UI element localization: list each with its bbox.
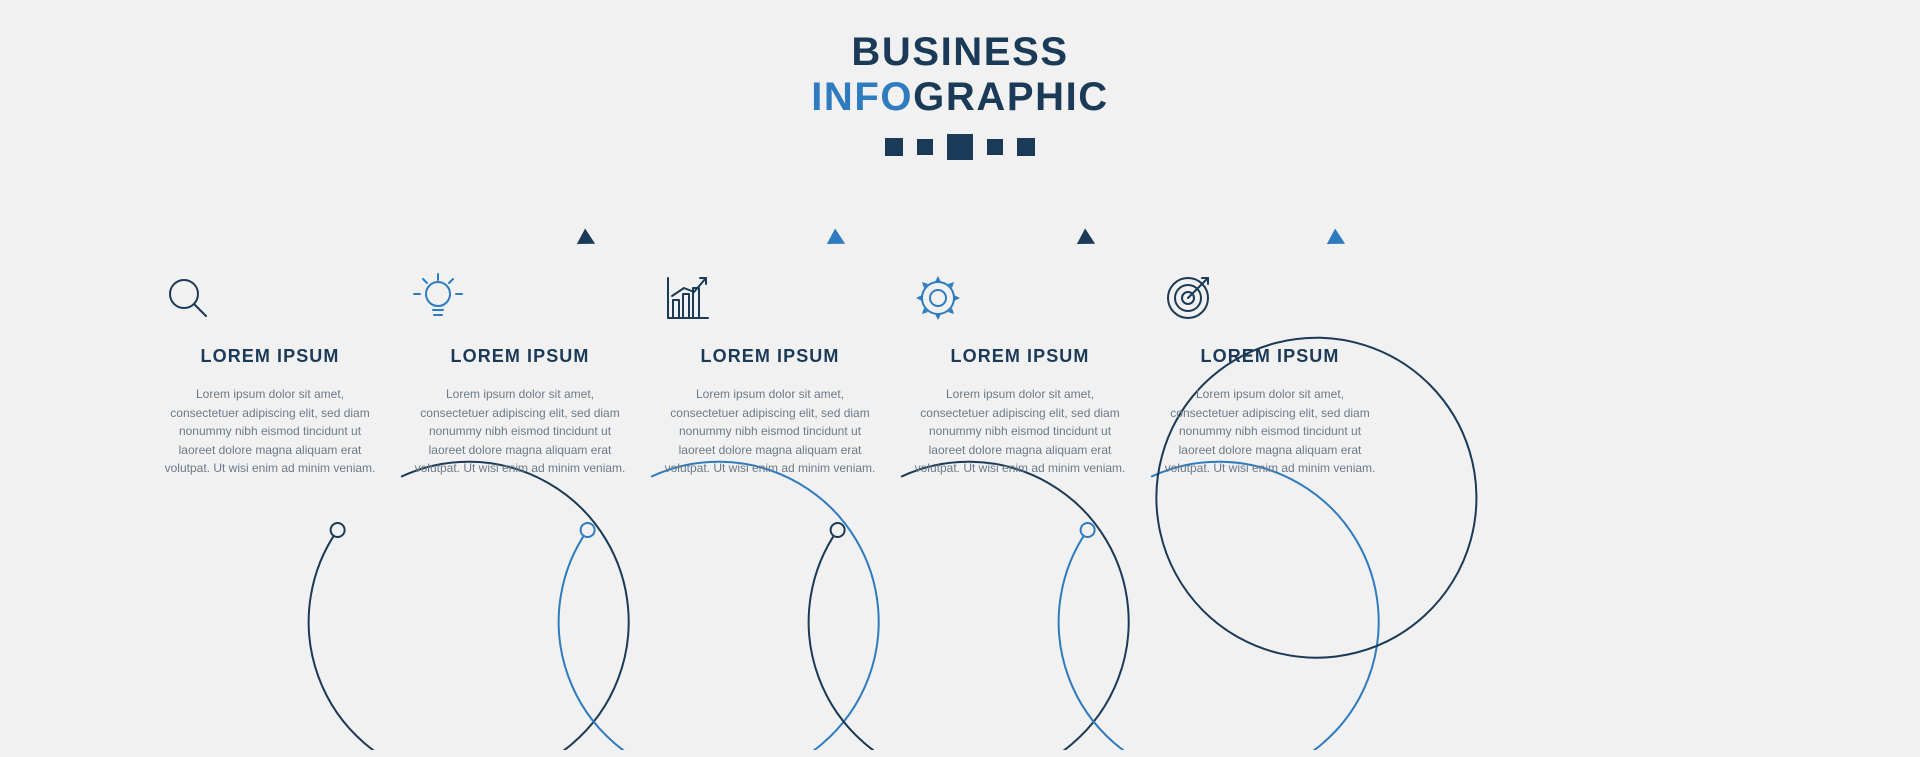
step-heading: LOREM IPSUM (410, 346, 630, 367)
step: LOREM IPSUM Lorem ipsum dolor sit amet, c… (410, 270, 630, 478)
gear-icon (910, 270, 1130, 340)
step-arc (809, 462, 1129, 750)
step-body: Lorem ipsum dolor sit amet, consectetuer… (160, 385, 380, 478)
divider-square (917, 139, 933, 155)
infographic-stage: LOREM IPSUM Lorem ipsum dolor sit amet, c… (0, 210, 1920, 740)
step: LOREM IPSUM Lorem ipsum dolor sit amet, c… (1160, 270, 1380, 478)
title-accent: INFO (811, 75, 913, 119)
title-line1: BUSINESS (0, 30, 1920, 75)
step-body: Lorem ipsum dolor sit amet, consectetuer… (660, 385, 880, 478)
divider-square (1017, 138, 1035, 156)
step-heading: LOREM IPSUM (160, 346, 380, 367)
step-heading: LOREM IPSUM (910, 346, 1130, 367)
arc-tail-dot (831, 523, 845, 537)
chart-icon (660, 270, 880, 340)
step-body: Lorem ipsum dolor sit amet, consectetuer… (410, 385, 630, 478)
step-arc (1059, 462, 1379, 750)
arc-arrowhead (827, 228, 845, 244)
divider-square (987, 139, 1003, 155)
magnifier-icon (160, 270, 380, 340)
arc-tail-dot (581, 523, 595, 537)
step-heading: LOREM IPSUM (660, 346, 880, 367)
title-divider (0, 134, 1920, 160)
target-icon (1160, 270, 1380, 340)
arc-arrowhead (1327, 228, 1345, 244)
lightbulb-icon (410, 270, 630, 340)
step: LOREM IPSUM Lorem ipsum dolor sit amet, c… (660, 270, 880, 478)
step: LOREM IPSUM Lorem ipsum dolor sit amet, c… (910, 270, 1130, 478)
step: LOREM IPSUM Lorem ipsum dolor sit amet, c… (160, 270, 380, 478)
arc-tail-dot (1081, 523, 1095, 537)
step-arc (559, 462, 879, 750)
arc-tail-dot (331, 523, 345, 537)
step-arc (309, 462, 629, 750)
title-block: BUSINESS INFOGRAPHIC (0, 30, 1920, 160)
divider-square (885, 138, 903, 156)
title-line2: INFOGRAPHIC (0, 75, 1920, 120)
step-heading: LOREM IPSUM (1160, 346, 1380, 367)
title-line2-rest: GRAPHIC (913, 75, 1109, 119)
arc-arrowhead (1077, 228, 1095, 244)
step-body: Lorem ipsum dolor sit amet, consectetuer… (1160, 385, 1380, 478)
divider-square (947, 134, 973, 160)
arc-arrowhead (577, 228, 595, 244)
step-body: Lorem ipsum dolor sit amet, consectetuer… (910, 385, 1130, 478)
